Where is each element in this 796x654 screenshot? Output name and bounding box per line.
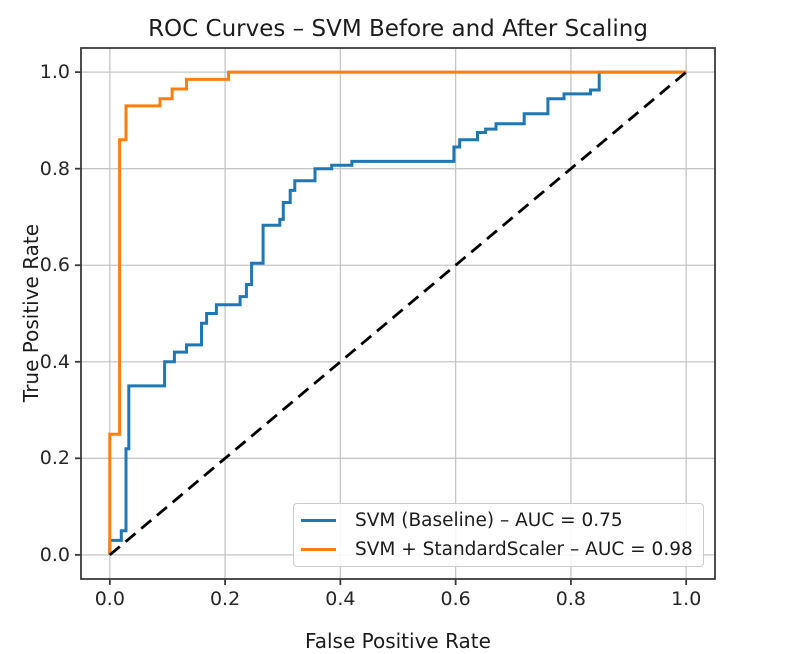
chance-diagonal: [108, 71, 688, 556]
legend: SVM (Baseline) – AUC = 0.75 SVM + Standa…: [293, 503, 704, 567]
y-tick-label: 0.2: [39, 447, 70, 470]
legend-label-scaled: SVM + StandardScaler – AUC = 0.98: [355, 539, 693, 560]
legend-swatch-scaled: [301, 548, 336, 551]
x-tick-label: 0.2: [209, 588, 241, 610]
y-tick-label: 0.4: [39, 350, 70, 373]
y-tick-label: 1.0: [39, 61, 70, 84]
chart-title: ROC Curves – SVM Before and After Scalin…: [148, 16, 648, 42]
plot-frame: [80, 47, 716, 580]
legend-item-scaled: SVM + StandardScaler – AUC = 0.98: [301, 537, 703, 563]
x-tick-label: 0.6: [440, 588, 471, 610]
y-tick-label: 0.8: [39, 157, 70, 180]
legend-swatch-baseline: [301, 519, 336, 522]
x-tick-label: 0.8: [555, 588, 587, 610]
legend-label-baseline: SVM (Baseline) – AUC = 0.75: [355, 510, 623, 531]
y-axis-label: True Positive Rate: [19, 223, 43, 403]
y-tick-label: 0.0: [39, 543, 70, 566]
x-tick-label: 0.0: [94, 588, 125, 610]
roc-baseline: [108, 70, 687, 555]
x-tick-label: 0.4: [325, 588, 356, 610]
roc-scaled: [108, 70, 687, 555]
legend-item-baseline: SVM (Baseline) – AUC = 0.75: [301, 508, 703, 534]
x-axis-label: False Positive Rate: [305, 629, 491, 653]
y-tick-label: 0.6: [39, 254, 70, 277]
x-tick-label: 1.0: [671, 588, 702, 610]
